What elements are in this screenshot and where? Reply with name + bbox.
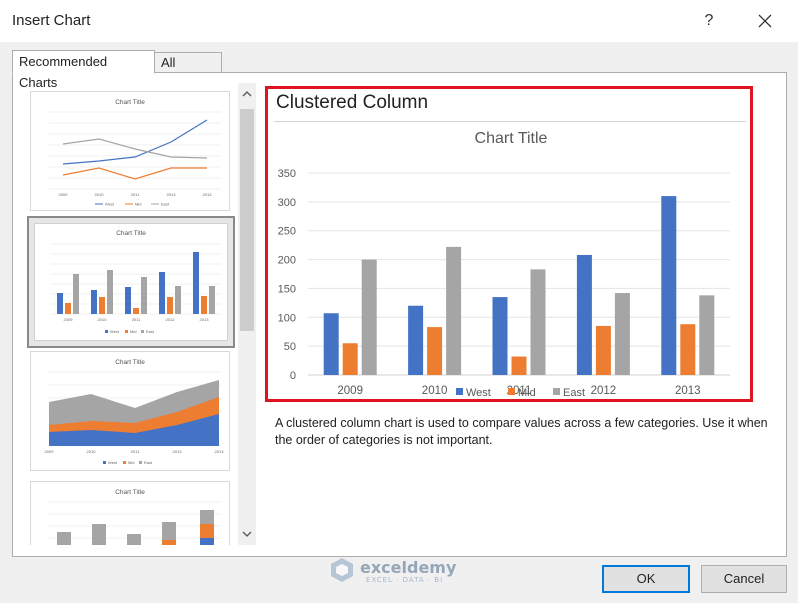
bar-west-2013	[661, 196, 677, 375]
y-tick-label: 300	[278, 197, 296, 209]
svg-text:2011: 2011	[132, 317, 141, 322]
close-button[interactable]	[750, 8, 780, 34]
svg-text:2013: 2013	[167, 192, 177, 197]
thumbnail-title: Chart Title	[115, 359, 145, 366]
title-bar: Insert Chart ?	[0, 0, 798, 42]
scroll-up-button[interactable]	[238, 85, 256, 103]
ok-button[interactable]: OK	[602, 565, 690, 593]
bar-mid-2011	[511, 356, 527, 375]
svg-text:Mid: Mid	[135, 202, 141, 207]
bar-mid-2010	[427, 327, 443, 375]
bar-east-2011	[530, 269, 546, 375]
bar-west-2011	[492, 297, 508, 375]
svg-text:East: East	[161, 202, 170, 207]
scrollbar-thumb[interactable]	[240, 109, 254, 331]
legend-label-east: East	[563, 387, 585, 399]
legend-swatch-east	[553, 388, 560, 395]
y-tick-label: 50	[284, 341, 296, 353]
svg-text:2009: 2009	[59, 192, 69, 197]
svg-text:2010: 2010	[87, 449, 97, 454]
bar-mid-2009	[342, 343, 358, 375]
clustered-column-chart: Chart Title 0 50 100 150 200 250 300 350 2009 20…	[278, 130, 730, 399]
thumbnail-title: Chart Title	[115, 489, 145, 496]
chevron-up-icon	[242, 91, 252, 97]
x-tick-label: 2013	[675, 385, 701, 397]
y-tick-label: 150	[278, 283, 296, 295]
legend-swatch-west	[456, 388, 463, 395]
help-button[interactable]: ?	[704, 12, 714, 29]
stacked-area-thumbnail-graphic: Chart Title 2009 2010 2011 2013 2013 West Mi…	[45, 359, 225, 465]
svg-text:West: West	[108, 460, 118, 465]
y-tick-label: 100	[278, 312, 296, 324]
watermark: exceldemy EXCEL · DATA · BI	[328, 556, 478, 586]
svg-text:West: West	[105, 202, 115, 207]
thumbnail-title: Chart Title	[116, 230, 146, 237]
svg-text:2012: 2012	[166, 317, 176, 322]
watermark-tagline: EXCEL · DATA · BI	[366, 576, 444, 584]
svg-text:2010: 2010	[95, 192, 105, 197]
svg-text:2009: 2009	[45, 449, 55, 454]
thumbnail-line-chart[interactable]: Chart Title 2009 2010 2011 2013 2013 West Mi…	[30, 91, 230, 211]
chart-title: Chart Title	[475, 130, 548, 147]
exceldemy-logo-icon	[331, 558, 353, 582]
svg-text:2013: 2013	[173, 449, 183, 454]
bar-east-2013	[699, 295, 715, 375]
legend-label-west: West	[466, 387, 491, 399]
chart-description: A clustered column chart is used to comp…	[275, 416, 768, 447]
clustered-column-thumbnail-graphic: Chart Title 2009 2010 2011 2012 2013 West Mi…	[51, 230, 221, 334]
bar-mid-2013	[680, 324, 696, 375]
legend-label-mid: Mid	[518, 387, 536, 399]
bar-west-2009	[323, 313, 339, 375]
cancel-button[interactable]: Cancel	[701, 565, 787, 593]
y-tick-label: 200	[278, 255, 296, 267]
thumbnail-clustered-column-chart[interactable]: Chart Title 2009 2010 2011 2012 2013 West Mi…	[27, 216, 235, 348]
bar-east-2010	[446, 246, 462, 375]
y-tick-label: 350	[278, 168, 296, 180]
svg-text:2009: 2009	[64, 317, 74, 322]
x-tick-label: 2012	[591, 385, 617, 397]
close-icon	[758, 14, 772, 28]
y-tick-label: 250	[278, 226, 296, 238]
bar-mid-2012	[595, 325, 611, 375]
svg-text:2010: 2010	[98, 317, 108, 322]
tab-all-charts[interactable]: All Charts	[154, 52, 222, 89]
thumbnail-frame: Chart Title 2009 2010 2011 2012 2013 West Mi…	[34, 223, 228, 341]
dialog-title: Insert Chart	[12, 12, 91, 29]
svg-text:Mid: Mid	[128, 460, 134, 465]
scroll-down-button[interactable]	[238, 525, 256, 543]
chevron-down-icon	[242, 531, 252, 537]
legend-swatch-mid	[508, 388, 515, 395]
bar-west-2012	[576, 254, 592, 375]
thumbnail-list: Chart Title 2009 2010 2011 2013 2013 West Mi…	[27, 83, 242, 545]
bar-east-2009	[361, 259, 377, 375]
bar-east-2012	[614, 293, 630, 375]
svg-text:East: East	[144, 460, 153, 465]
svg-text:2013: 2013	[200, 317, 210, 322]
svg-text:East: East	[146, 329, 155, 334]
thumbnail-scrollbar[interactable]	[238, 83, 256, 545]
svg-text:2013: 2013	[203, 192, 213, 197]
line-chart-thumbnail-graphic: Chart Title 2009 2010 2011 2013 2013 West Mi…	[49, 99, 221, 207]
svg-text:2011: 2011	[131, 192, 140, 197]
thumbnail-stacked-area-chart[interactable]: Chart Title 2009 2010 2011 2013 2013 West Mi…	[30, 351, 230, 471]
stacked-column-thumbnail-graphic: Chart Title	[47, 489, 221, 545]
y-tick-label: 0	[290, 370, 296, 382]
x-tick-label: 2010	[422, 385, 448, 397]
thumbnail-title: Chart Title	[115, 99, 145, 106]
recommended-charts-panel: Chart Title 2009 2010 2011 2013 2013 West Mi…	[12, 72, 787, 557]
x-tick-label: 2009	[337, 385, 363, 397]
svg-text:2013: 2013	[215, 449, 225, 454]
divider	[274, 121, 746, 122]
svg-text:2011: 2011	[131, 449, 140, 454]
tab-recommended-charts[interactable]: Recommended Charts	[12, 50, 155, 90]
watermark-name: exceldemy	[360, 558, 457, 577]
thumbnail-stacked-column-chart[interactable]: Chart Title	[30, 481, 230, 545]
bar-west-2010	[408, 305, 424, 375]
svg-text:Mid: Mid	[130, 329, 136, 334]
chart-type-name: Clustered Column	[276, 92, 429, 113]
svg-text:West: West	[110, 329, 120, 334]
chart-preview: Clustered Column Chart Title 0 50 100 150 20…	[265, 86, 753, 402]
